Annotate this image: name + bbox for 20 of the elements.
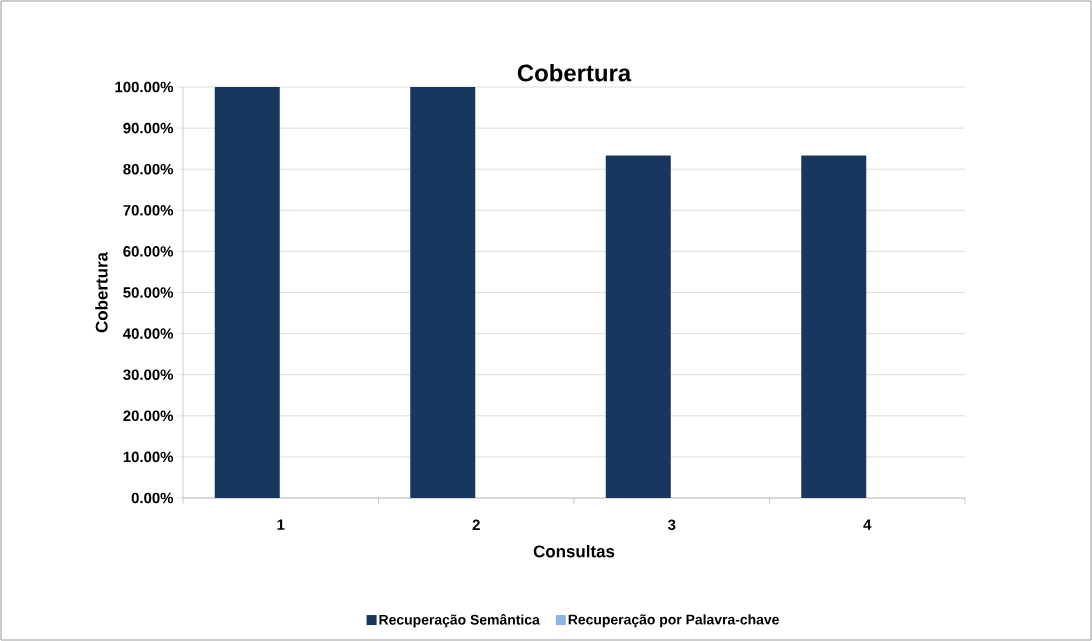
x-tick-label: 2 <box>472 519 480 530</box>
x-axis-title: Consultas <box>533 544 615 558</box>
legend-label: Recuperação por Palavra-chave <box>568 614 779 628</box>
x-tick-label: 4 <box>863 519 872 530</box>
chart-title: Cobertura <box>517 63 632 82</box>
y-tick-label: 80.00% <box>123 163 174 175</box>
y-tick-label: 100.00% <box>115 81 174 93</box>
x-tick-label: 3 <box>667 519 676 531</box>
y-tick-label: 40.00% <box>123 328 174 339</box>
y-tick-label: 90.00% <box>123 122 174 134</box>
y-tick-label: 0.00% <box>131 492 174 504</box>
y-tick-label: 10.00% <box>123 451 174 463</box>
x-tick-label: 1 <box>277 519 285 530</box>
legend-label: Recuperação Semântica <box>379 614 540 628</box>
y-tick-label: 70.00% <box>123 205 174 216</box>
y-tick-label: 20.00% <box>123 410 174 422</box>
y-axis-title: Cobertura <box>95 251 108 333</box>
y-tick-label: 30.00% <box>123 369 174 380</box>
y-tick-label: 50.00% <box>123 287 174 298</box>
y-tick-label: 60.00% <box>123 246 174 257</box>
